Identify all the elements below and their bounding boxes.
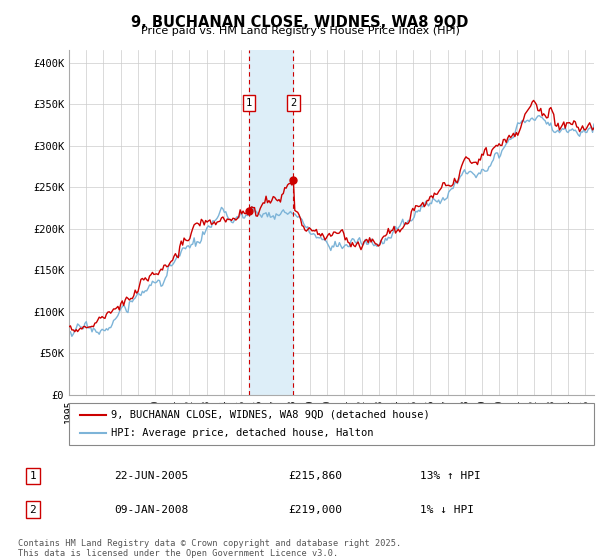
Text: 2: 2 bbox=[29, 505, 37, 515]
Text: 1: 1 bbox=[246, 97, 253, 108]
Text: £219,000: £219,000 bbox=[288, 505, 342, 515]
Bar bbox=[249, 50, 293, 395]
Text: 2: 2 bbox=[290, 97, 296, 108]
Text: 1: 1 bbox=[29, 471, 37, 481]
Text: HPI: Average price, detached house, Halton: HPI: Average price, detached house, Halt… bbox=[111, 428, 373, 438]
Text: Price paid vs. HM Land Registry's House Price Index (HPI): Price paid vs. HM Land Registry's House … bbox=[140, 26, 460, 36]
Text: £215,860: £215,860 bbox=[288, 471, 342, 481]
Text: 22-JUN-2005: 22-JUN-2005 bbox=[114, 471, 188, 481]
FancyBboxPatch shape bbox=[69, 403, 594, 445]
Text: 1% ↓ HPI: 1% ↓ HPI bbox=[420, 505, 474, 515]
Text: 09-JAN-2008: 09-JAN-2008 bbox=[114, 505, 188, 515]
Text: 13% ↑ HPI: 13% ↑ HPI bbox=[420, 471, 481, 481]
Text: 9, BUCHANAN CLOSE, WIDNES, WA8 9QD (detached house): 9, BUCHANAN CLOSE, WIDNES, WA8 9QD (deta… bbox=[111, 410, 430, 420]
Text: 9, BUCHANAN CLOSE, WIDNES, WA8 9QD: 9, BUCHANAN CLOSE, WIDNES, WA8 9QD bbox=[131, 15, 469, 30]
Text: Contains HM Land Registry data © Crown copyright and database right 2025.
This d: Contains HM Land Registry data © Crown c… bbox=[18, 539, 401, 558]
